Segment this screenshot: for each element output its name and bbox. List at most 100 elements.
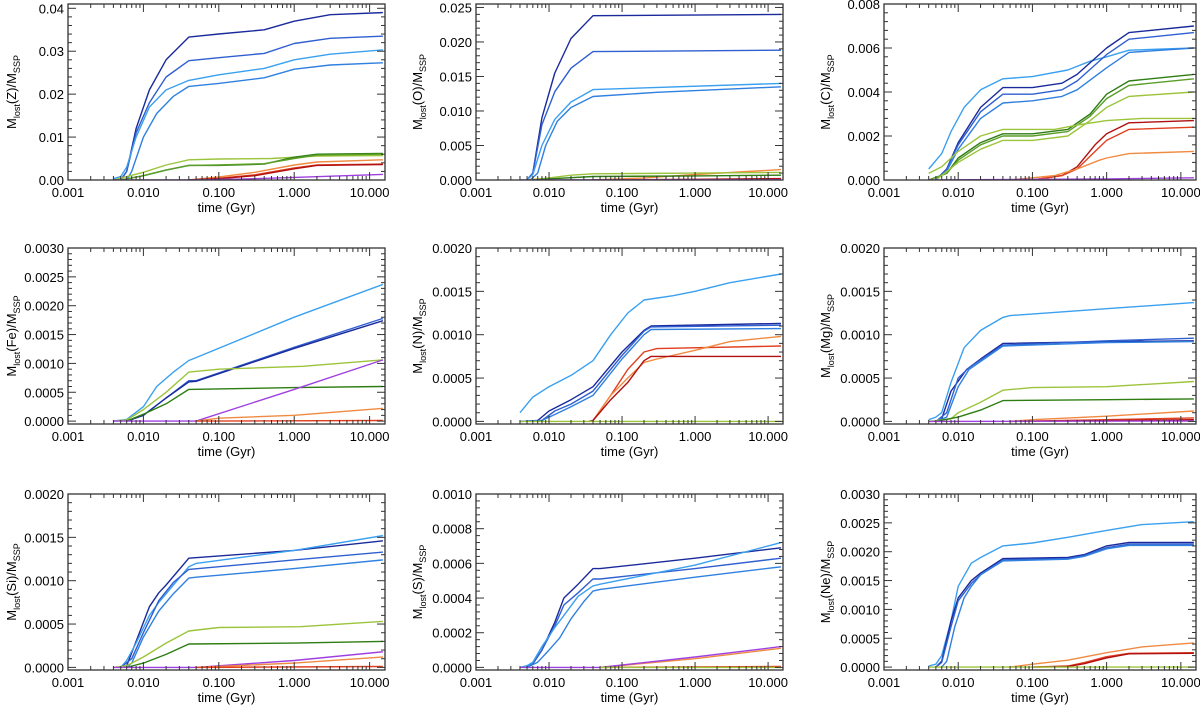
y-tick-label: 0.004	[847, 85, 880, 100]
y-tick-label: 0.0000	[432, 414, 472, 429]
series-line-orange	[188, 159, 383, 180]
series-group	[928, 521, 1194, 668]
series-line-darkgreen	[928, 73, 1194, 180]
series-line-navy	[126, 320, 384, 422]
series-line-lightgreen	[113, 620, 383, 669]
y-axis-title: Mlost(Si)/MSSP	[4, 543, 22, 621]
y-tick-label: 0.0015	[24, 328, 64, 343]
series-line-sky	[113, 49, 383, 180]
x-tick-label: 0.100	[203, 429, 236, 444]
y-tick-label: 0.0000	[24, 660, 64, 675]
y-tick-label: 0.0015	[840, 284, 880, 299]
panel-si: 0.001 0.010 0.100 1.000 10.000 0.0000 0.0005 0.…	[4, 487, 389, 705]
series-line-navy	[526, 547, 782, 668]
y-tick-label: 0.0005	[840, 631, 880, 646]
x-tick-label: 0.001	[868, 675, 901, 690]
series-line-sky	[120, 534, 384, 668]
x-tick-label: 1.000	[679, 675, 712, 690]
x-tick-label: 0.100	[606, 429, 639, 444]
y-tick-label: 0.005	[439, 138, 472, 153]
series-group	[113, 11, 383, 180]
y-tick-label: 0.0015	[24, 530, 64, 545]
plot-frame	[475, 247, 784, 425]
series-line-blue	[126, 62, 383, 180]
x-axis-title: time (Gyr)	[198, 200, 256, 215]
series-line-red	[196, 419, 383, 422]
series-line-sky	[928, 301, 1194, 421]
series-line-purple	[520, 645, 782, 669]
x-tick-label: 0.010	[942, 675, 975, 690]
x-tick-label: 10.000	[350, 429, 390, 444]
y-tick-label: 0.0010	[24, 574, 64, 589]
plot-frame	[475, 493, 784, 671]
x-tick-label: 0.001	[52, 185, 85, 200]
series-line-navy	[935, 541, 1194, 668]
x-tick-label: 0.100	[203, 675, 236, 690]
plot-frame	[67, 3, 386, 181]
series-line-lightgreen	[928, 117, 1194, 175]
x-tick-label: 0.001	[868, 185, 901, 200]
series-line-blue	[935, 340, 1194, 423]
series-line-red	[196, 665, 383, 669]
x-tick-label: 0.010	[533, 675, 566, 690]
y-tick-label: 0.015	[439, 69, 472, 84]
x-tick-label: 1.000	[278, 185, 311, 200]
x-tick-label: 1.000	[679, 429, 712, 444]
panel-c: 0.001 0.010 0.100 1.000 10.000 0.000 0.002 0.00…	[818, 0, 1200, 215]
series-line-lightgreen	[935, 91, 1194, 180]
x-tick-label: 0.100	[606, 185, 639, 200]
y-axis-title: Mlost(Ne)/MSSP	[818, 541, 836, 624]
series-group	[519, 13, 782, 180]
y-tick-label: 0.0010	[432, 487, 472, 502]
plot-frame	[883, 493, 1197, 671]
series-group	[113, 283, 384, 422]
plot-frame	[475, 3, 784, 181]
series-line-red	[1032, 126, 1194, 180]
series-group	[519, 273, 782, 423]
x-tick-label: 1.000	[278, 675, 311, 690]
y-axis-title: Mlost(S)/MSSP	[410, 545, 428, 620]
series-line-sky	[526, 82, 782, 180]
y-axis-title: Mlost(Z)/MSSP	[4, 55, 22, 129]
series-line-royal	[519, 324, 782, 423]
x-tick-label: 10.000	[748, 185, 788, 200]
x-tick-label: 0.100	[606, 675, 639, 690]
x-tick-label: 1.000	[679, 185, 712, 200]
series-line-blue	[126, 559, 383, 668]
y-tick-label: 0.0005	[24, 617, 64, 632]
y-tick-label: 0.02	[39, 87, 64, 102]
x-tick-label: 0.010	[127, 185, 160, 200]
y-tick-label: 0.025	[439, 0, 472, 15]
y-tick-label: 0.0000	[24, 414, 64, 429]
y-tick-label: 0.000	[847, 173, 880, 188]
x-axis-title: time (Gyr)	[601, 690, 659, 705]
series-line-blue	[519, 327, 782, 423]
x-tick-label: 0.010	[127, 429, 160, 444]
series-line-royal	[935, 543, 1194, 668]
x-tick-label: 0.010	[942, 185, 975, 200]
x-tick-label: 0.010	[127, 675, 160, 690]
x-axis-title: time (Gyr)	[601, 444, 659, 459]
y-tick-label: 0.0000	[840, 660, 880, 675]
y-axis-title: Mlost(Mg)/MSSP	[818, 294, 836, 378]
y-tick-label: 0.000	[439, 173, 472, 188]
y-tick-label: 0.020	[439, 35, 472, 50]
series-line-blue	[529, 86, 782, 180]
series-group	[519, 541, 782, 669]
x-axis-title: time (Gyr)	[1011, 444, 1069, 459]
y-tick-label: 0.0005	[24, 385, 64, 400]
series-line-orange	[1010, 642, 1194, 668]
y-tick-label: 0.0010	[432, 328, 472, 343]
x-axis-title: time (Gyr)	[1011, 200, 1069, 215]
y-tick-label: 0.0020	[432, 241, 472, 256]
y-tick-label: 0.0005	[840, 371, 880, 386]
y-tick-label: 0.0000	[432, 660, 472, 675]
y-tick-label: 0.0020	[24, 487, 64, 502]
x-tick-label: 10.000	[1161, 675, 1200, 690]
y-tick-label: 0.0010	[24, 356, 64, 371]
series-line-orange	[588, 335, 782, 423]
x-axis-title: time (Gyr)	[198, 444, 256, 459]
x-axis-title: time (Gyr)	[601, 200, 659, 215]
y-tick-label: 0.010	[439, 104, 472, 119]
y-tick-label: 0.0005	[432, 371, 472, 386]
